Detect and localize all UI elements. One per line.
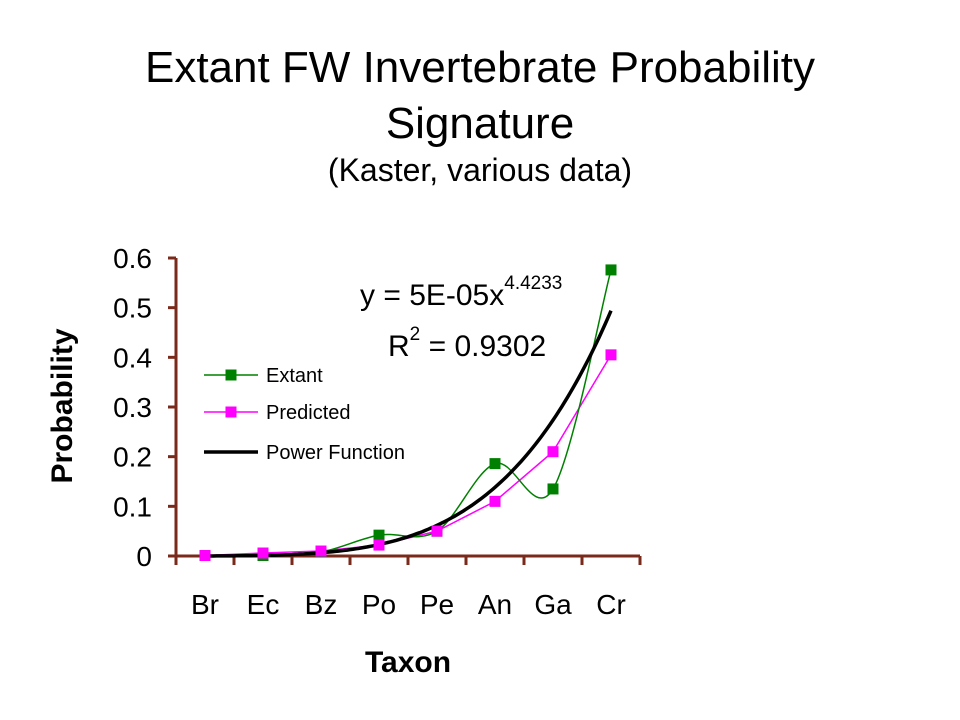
y-tick-label: 0.3 bbox=[113, 392, 152, 423]
legend: Extant Predicted Power Function bbox=[204, 365, 405, 464]
extant-point bbox=[605, 264, 617, 276]
y-tick-label: 0.6 bbox=[113, 243, 152, 274]
predicted-point bbox=[257, 547, 269, 559]
x-tick-label: Cr bbox=[596, 589, 626, 620]
r2-prefix: R bbox=[388, 330, 410, 363]
y-tick-label: 0.4 bbox=[113, 342, 152, 373]
y-tick-label: 0.5 bbox=[113, 293, 152, 324]
x-tick-label: Br bbox=[191, 589, 219, 620]
x-tick-label: Ga bbox=[534, 589, 572, 620]
predicted-point bbox=[373, 539, 385, 551]
chart-title: Extant FW Invertebrate Probability bbox=[144, 43, 816, 92]
x-axis-label: Taxon bbox=[365, 646, 451, 679]
chart-subtitle: (Kaster, various data) bbox=[327, 152, 633, 188]
trendline-equation: y = 5E-05x4.4233 bbox=[360, 273, 562, 312]
x-tick-label: Pe bbox=[420, 589, 454, 620]
extant-point bbox=[547, 483, 559, 495]
x-tick-label: Bz bbox=[305, 589, 338, 620]
r2-exponent: 2 bbox=[410, 324, 421, 345]
r-squared: R2 = 0.9302 bbox=[388, 324, 546, 363]
legend-label: Power Function bbox=[266, 442, 405, 464]
legend-marker bbox=[225, 406, 237, 418]
series-power-function-line bbox=[205, 310, 613, 558]
predicted-point bbox=[199, 550, 211, 562]
y-tick-label: 0.2 bbox=[113, 442, 152, 473]
legend-label: Predicted bbox=[266, 402, 351, 424]
series-layer bbox=[199, 264, 617, 562]
equation-exponent: 4.4233 bbox=[504, 273, 562, 294]
series-extant-line bbox=[262, 269, 612, 557]
legend-label: Extant bbox=[266, 365, 323, 387]
x-tick-label: Po bbox=[362, 589, 396, 620]
predicted-point bbox=[315, 545, 327, 557]
y-tick-label: 0.1 bbox=[113, 491, 152, 522]
predicted-point bbox=[489, 495, 501, 507]
r2-value: = 0.9302 bbox=[420, 330, 546, 363]
chart-title-line2: Signature bbox=[385, 99, 575, 148]
predicted-point bbox=[547, 446, 559, 458]
extant-point bbox=[489, 458, 501, 470]
y-tick-label: 0 bbox=[136, 541, 152, 572]
predicted-point bbox=[431, 525, 443, 537]
extant-point bbox=[373, 529, 385, 541]
x-tick-label: Ec bbox=[247, 589, 280, 620]
predicted-point bbox=[605, 349, 617, 361]
equation-prefix: y = 5E-05x bbox=[360, 279, 504, 312]
y-axis-label: Probability bbox=[46, 328, 79, 483]
legend-marker bbox=[225, 369, 237, 381]
x-tick-label: An bbox=[478, 589, 512, 620]
